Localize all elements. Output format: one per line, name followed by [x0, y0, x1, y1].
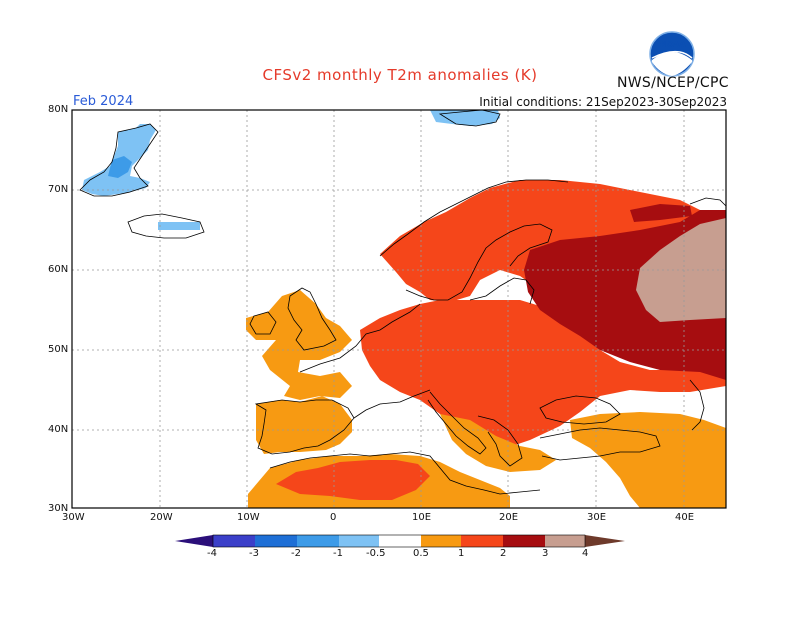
colorbar-tick: -2 [291, 548, 301, 559]
lat-label-50n: 50N [48, 344, 69, 355]
colorbar-bin-m1-m05 [339, 535, 379, 547]
map-frame [71, 109, 727, 509]
colorbar-tick: 3 [542, 548, 549, 559]
colorbar [175, 534, 625, 548]
colorbar-tick: -4 [207, 548, 217, 559]
noaa-logo-text: NOAA [660, 40, 686, 49]
lon-label-20e: 20E [499, 512, 519, 523]
colorbar-bin-p3-p4 [545, 535, 585, 547]
colorbar-bin-p1-p2 [461, 535, 503, 547]
lon-label-10w: 10W [237, 512, 260, 523]
noaa-logo [649, 31, 695, 77]
lon-label-40e: 40E [675, 512, 695, 523]
colorbar-bin-m2-m1 [297, 535, 339, 547]
colorbar-tick: 4 [582, 548, 589, 559]
kola-strong-anomaly [630, 204, 692, 222]
coastlines [79, 109, 727, 495]
colorbar-high-arrow [585, 535, 625, 547]
forecast-month: Feb 2024 [73, 94, 134, 109]
lat-label-80n: 80N [48, 104, 69, 115]
colorbar-tick: 0.5 [413, 548, 429, 559]
lon-label-30e: 30E [587, 512, 607, 523]
iceland-cool-anomaly [158, 222, 200, 230]
colorbar-tick: 2 [500, 548, 507, 559]
greenland-cool-anomaly-2 [108, 156, 132, 178]
colorbar-tick: 1 [458, 548, 465, 559]
middle-east-warm-anomaly [570, 412, 726, 508]
chart-title: CFSv2 monthly T2m anomalies (K) [262, 66, 538, 84]
lat-label-40n: 40N [48, 424, 69, 435]
lon-label-20w: 20W [150, 512, 173, 523]
org-label: NWS/NCEP/CPC [617, 75, 729, 91]
iberia-warm-anomaly [256, 396, 352, 454]
lon-label-10e: 10E [412, 512, 432, 523]
lat-label-30n: 30N [48, 503, 69, 514]
lat-label-60n: 60N [48, 264, 69, 275]
colorbar-low-arrow [175, 535, 213, 547]
svalbard-cool-anomaly [430, 110, 500, 126]
lat-label-70n: 70N [48, 184, 69, 195]
north-africa-strong-anomaly [276, 460, 430, 500]
colorbar-tick: -0.5 [366, 548, 386, 559]
colorbar-bin-m3-m2 [255, 535, 297, 547]
italy-balkans-warm-anomaly [440, 414, 556, 472]
colorbar-bin-neutral [379, 535, 421, 547]
gridlines [72, 110, 726, 508]
russia-very-strong-anomaly [636, 218, 726, 322]
colorbar-tick: -3 [249, 548, 259, 559]
colorbar-tick: -1 [333, 548, 343, 559]
anomaly-fields [82, 110, 726, 508]
colorbar-bin-m4-m3 [213, 535, 255, 547]
lon-label-0: 0 [330, 512, 337, 523]
central-europe-warm-anomaly [360, 300, 726, 450]
colorbar-bin-p2-p3 [503, 535, 545, 547]
initial-conditions: Initial conditions: 21Sep2023-30Sep2023 [479, 95, 727, 109]
lon-label-30w: 30W [62, 512, 85, 523]
uk-warm-anomaly [246, 290, 352, 400]
colorbar-bin-p05-p1 [421, 535, 461, 547]
